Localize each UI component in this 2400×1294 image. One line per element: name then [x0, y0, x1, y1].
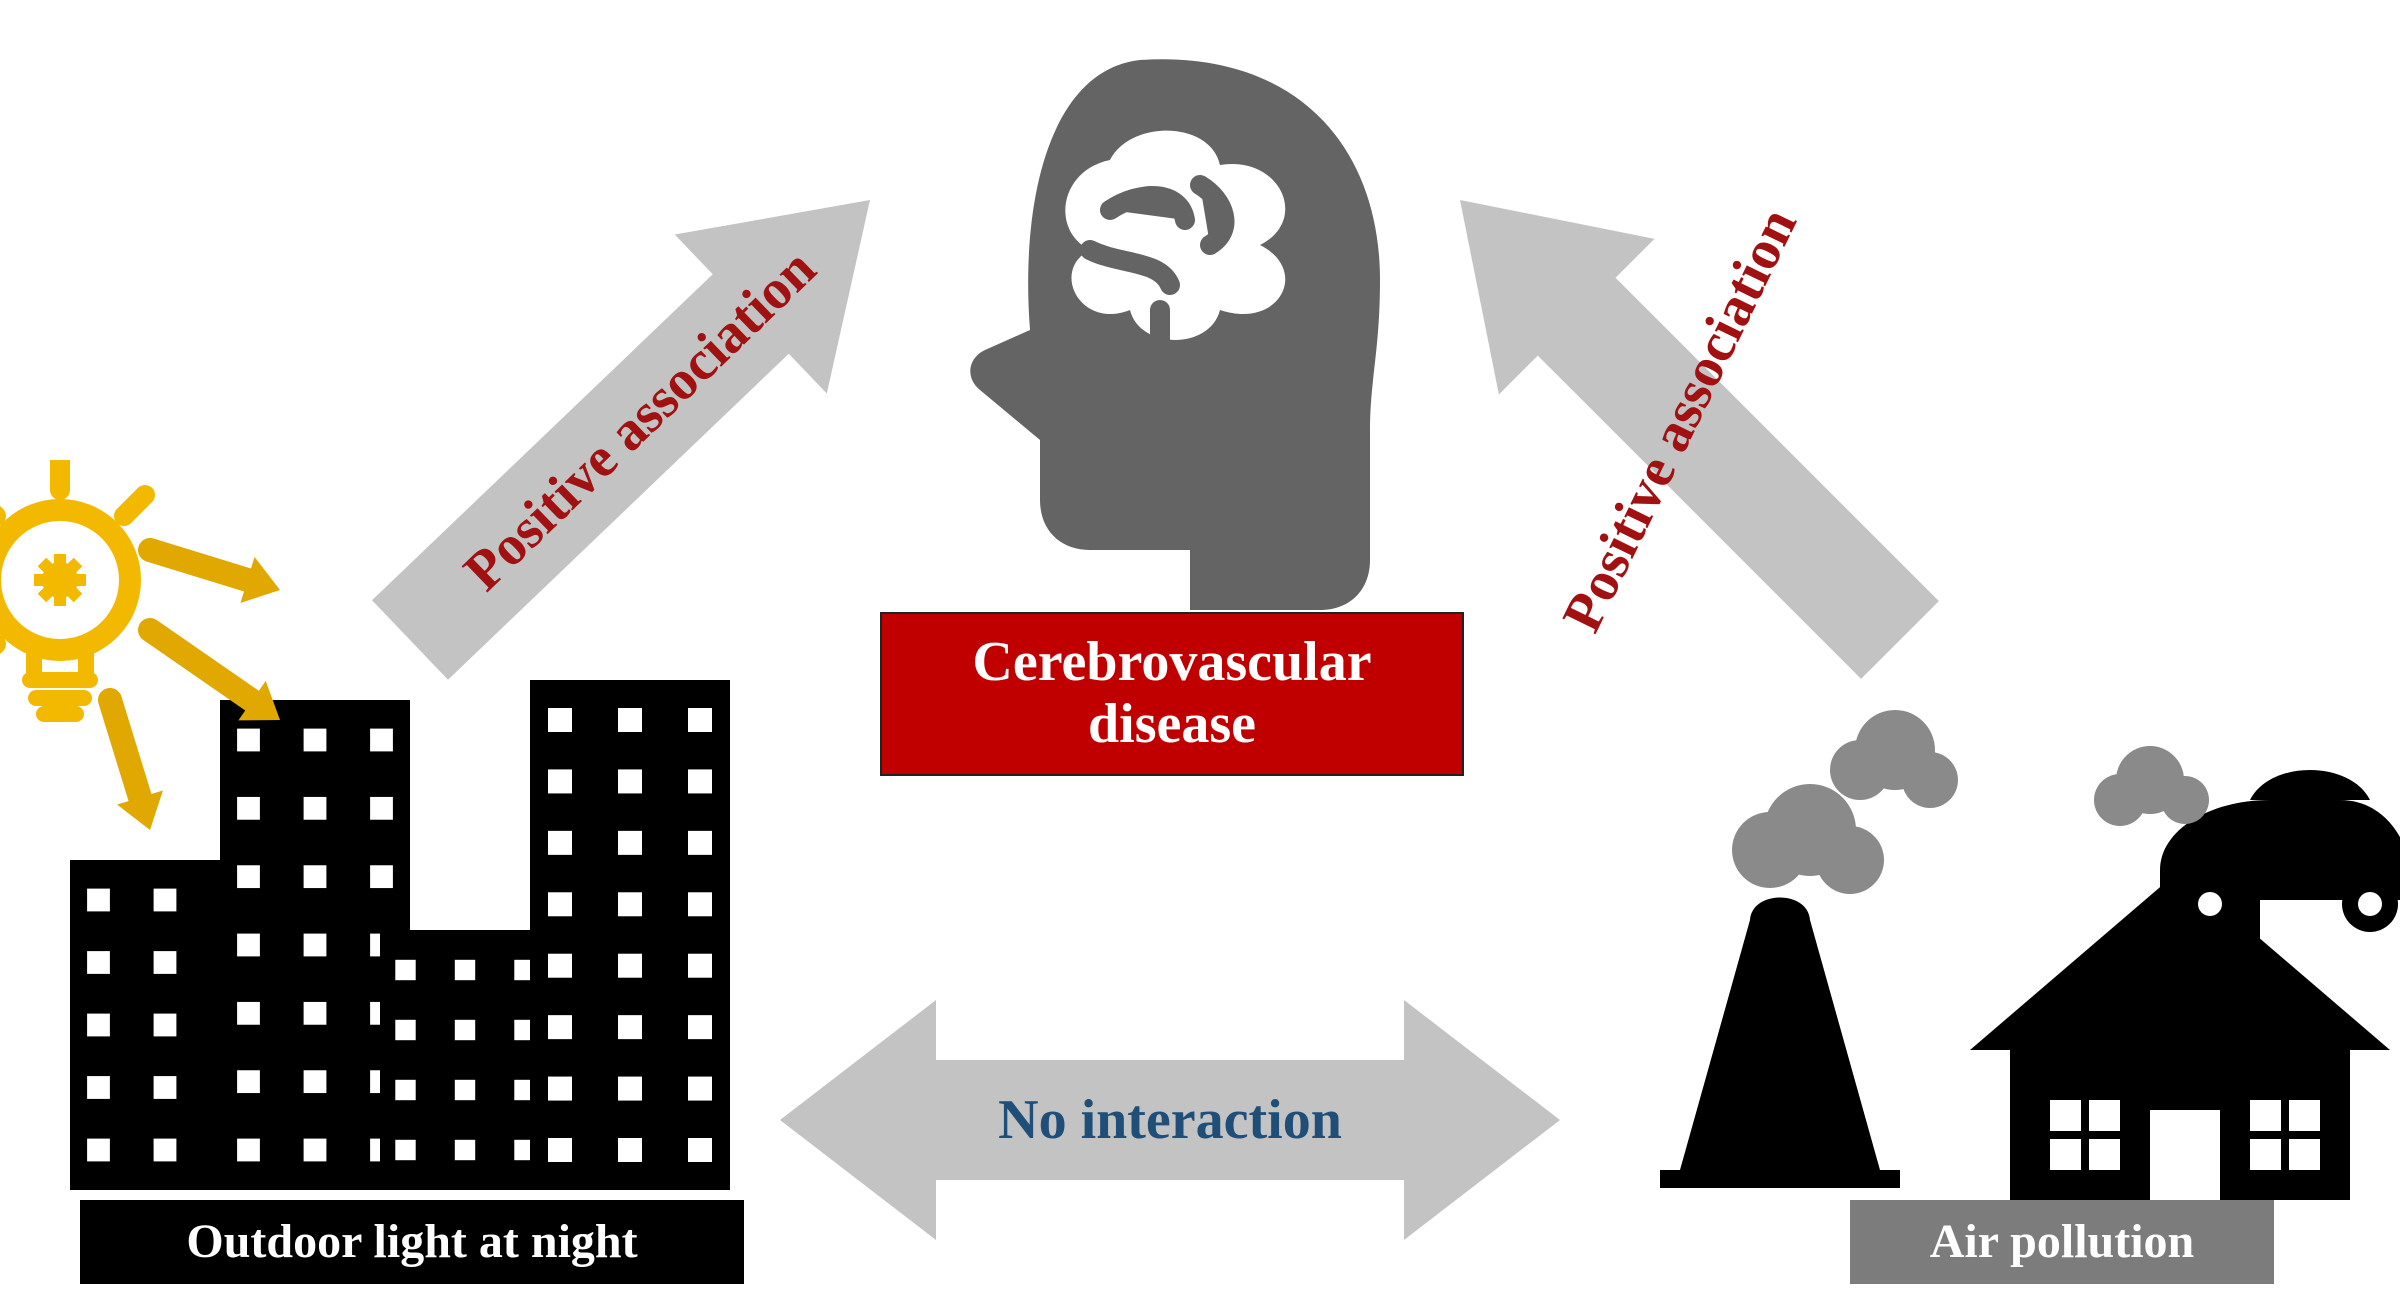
air-pollution-icon [1610, 580, 2400, 1200]
left-label: Outdoor light at night [186, 1216, 637, 1269]
label-box-right: Air pollution [1850, 1200, 2274, 1284]
label-box-left: Outdoor light at night [80, 1200, 744, 1284]
label-bottom-arrow: No interaction [998, 1088, 1342, 1152]
right-label: Air pollution [1930, 1216, 2195, 1269]
brain-head-icon [910, 20, 1430, 620]
label-box-top: Cerebrovascular disease [880, 612, 1464, 776]
top-label-line2: disease [1088, 693, 1256, 755]
label-bottom-arrow-text: No interaction [998, 1089, 1342, 1151]
top-label-line1: Cerebrovascular [972, 631, 1371, 693]
city-light-icon [0, 460, 860, 1200]
diagram-stage: Positive association Positive associatio… [0, 0, 2400, 1294]
